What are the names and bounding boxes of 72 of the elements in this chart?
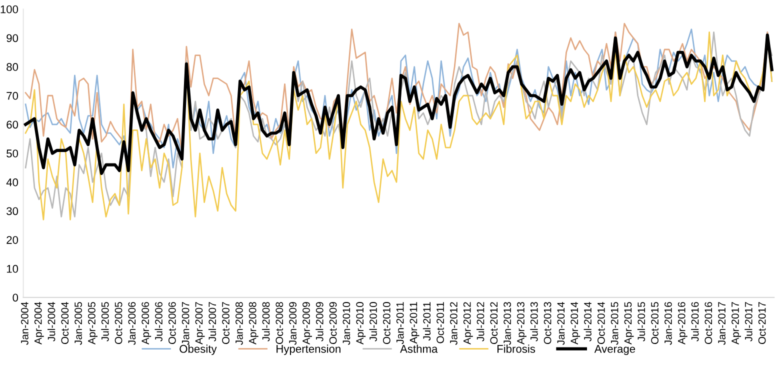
y-tick-label: 80 [6, 63, 18, 71]
x-tick-label: Jan-2007 [182, 302, 190, 345]
legend-label: Average [594, 345, 636, 355]
x-tick-label: Apr-2017 [732, 302, 741, 344]
x-tick-label: Apr-2005 [88, 302, 98, 344]
x-tick-label: Jan-2013 [504, 302, 512, 345]
y-tick-label: 40 [6, 178, 18, 186]
x-tick-label: Jan-2011 [396, 302, 404, 344]
x-tick-label: Jul-2016 [691, 302, 699, 342]
x-tick-label: Apr-2011 [410, 302, 420, 344]
x-tick-label: Oct-2011 [436, 302, 444, 344]
legend-label: Asthma [400, 344, 438, 353]
x-tick-label: Jul-2011 [422, 302, 431, 341]
x-tick-label: Jan-2006 [128, 302, 136, 345]
y-tick-label: 60 [6, 120, 18, 129]
x-tick-label: Jan-2010 [342, 302, 350, 345]
x-tick-label: Apr-2010 [356, 302, 366, 344]
x-tick-label: Jan-2005 [74, 302, 82, 345]
x-tick-label: Apr-2004 [34, 302, 44, 344]
x-tick-label: Jan-2004 [20, 302, 28, 345]
x-tick-label: Apr-2015 [624, 302, 634, 344]
legend-label: Fibrosis [497, 344, 536, 353]
x-tick-label: Jul-2012 [476, 302, 484, 342]
x-tick-label: Jul-2006 [154, 302, 162, 342]
x-tick-label: Jan-2008 [236, 302, 243, 345]
y-tick-label: 0 [12, 294, 18, 302]
x-tick-label: Jul-2004 [48, 302, 56, 342]
x-tick-label: Jul-2014 [584, 302, 592, 342]
x-tick-label: Apr-2012 [463, 302, 473, 344]
x-tick-label: Oct-2010 [382, 302, 390, 344]
x-tick-label: Oct-2006 [168, 302, 176, 344]
x-tick-label: Oct-2013 [544, 302, 552, 344]
x-tick-label: Jul-2009 [316, 302, 324, 342]
legend-label: Obesity [180, 344, 217, 355]
y-tick-label: 30 [6, 207, 18, 216]
y-tick-label: 90 [6, 34, 18, 42]
x-tick-label: Oct-2009 [329, 302, 337, 344]
x-tick-label: Apr-2016 [678, 302, 688, 344]
legend-label: Hypertension [276, 344, 340, 355]
x-tick-label: Jul-2017 [744, 302, 752, 342]
x-tick-label: Jan-2009 [289, 302, 297, 345]
y-tick-label: 70 [6, 92, 18, 100]
x-tick-label: Jan-2012 [450, 302, 458, 345]
x-tick-label: Jul-2007 [208, 302, 216, 342]
x-tick-label: Jan-2015 [610, 302, 618, 345]
y-tick-label: 100 [0, 5, 18, 14]
x-tick-label: Jan-2014 [557, 302, 565, 345]
y-tick-label: 20 [6, 236, 18, 244]
x-tick-label: Oct-2017 [758, 302, 766, 344]
x-tick-label: Oct-2007 [222, 302, 230, 344]
x-tick-label: Apr-2014 [570, 302, 580, 344]
x-tick-label: Jul-2010 [369, 302, 377, 342]
x-tick-label: Oct-2005 [114, 302, 122, 344]
x-tick-label: Jan-2016 [664, 302, 672, 345]
x-tick-label: Oct-2012 [490, 302, 498, 344]
x-tick-label: Jul-2013 [530, 302, 538, 342]
x-tick-label: Oct-2008 [276, 302, 284, 344]
x-tick-label: Jan-2017 [718, 302, 726, 345]
x-tick-label: Oct-2016 [704, 302, 712, 344]
x-tick-label: Apr-2008 [248, 302, 258, 344]
x-tick-label: Oct-2014 [597, 302, 605, 344]
x-tick-label: Jul-2008 [262, 302, 270, 342]
x-tick-label: Oct-2004 [61, 302, 69, 344]
x-tick-label: Apr-2009 [302, 302, 312, 344]
x-tick-label: Oct-2015 [651, 302, 658, 344]
x-tick-label: Apr-2006 [142, 302, 152, 344]
x-tick-label: Apr-2013 [517, 302, 526, 344]
y-tick-label: 50 [6, 150, 18, 158]
y-tick-label: 10 [6, 264, 18, 273]
x-tick-label: Jul-2015 [637, 302, 646, 342]
x-tick-label: Apr-2007 [195, 302, 205, 344]
x-tick-label: Jul-2005 [101, 302, 109, 342]
